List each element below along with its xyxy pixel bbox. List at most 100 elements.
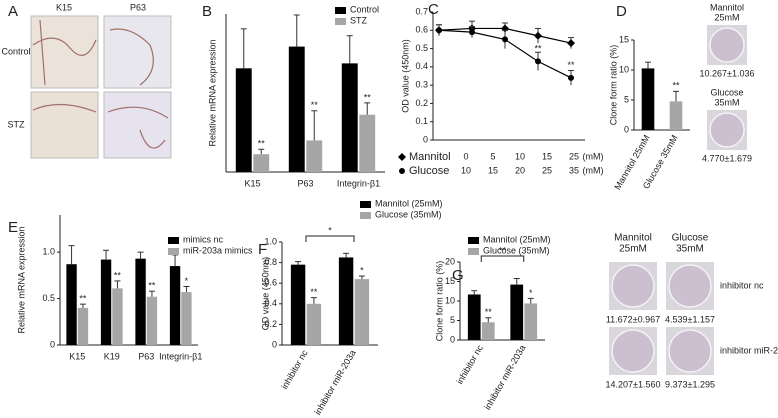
x-tick-label: 10 <box>515 151 525 161</box>
x-tick-label: inhibitor miR-203a <box>482 343 527 411</box>
y-tick-label: 0.2 <box>415 98 428 108</box>
x-tick-label: P63 <box>297 178 313 188</box>
x-tick-label: 15 <box>542 151 552 161</box>
x-tick-label: K19 <box>104 351 120 361</box>
y-tick-label: 20 <box>445 256 455 266</box>
significance: ** <box>79 294 87 304</box>
x-tick-label: inhibitor miR-203a <box>313 348 358 416</box>
y-tick-label: 1.0 <box>42 247 55 257</box>
significance: ** <box>534 44 542 54</box>
legend-marker <box>398 153 406 161</box>
panel-label: A <box>8 3 18 20</box>
y-tick-label: 0.1 <box>415 116 428 126</box>
legend-label: mimics nc <box>183 234 223 244</box>
panel-label: G <box>452 267 464 284</box>
bar <box>66 264 77 345</box>
bar <box>169 266 181 345</box>
bar <box>510 284 524 340</box>
x-tick-label: 10 <box>461 165 471 175</box>
marker <box>436 27 442 34</box>
y-tick-label: 0.6 <box>415 25 428 35</box>
micrograph <box>103 15 172 89</box>
bar <box>181 292 192 345</box>
y-tick-label: 0.4 <box>264 298 277 308</box>
y-axis-label: OD value (450nm) <box>400 39 410 113</box>
y-tick-label: 10 <box>619 64 629 74</box>
bar <box>481 322 495 340</box>
image-caption: 10.267±1.036 <box>700 68 755 78</box>
legend-label: Control <box>350 4 379 14</box>
micrograph <box>103 91 172 159</box>
y-axis-label: Clone form ratio (%) <box>434 261 444 342</box>
significance: ** <box>485 307 493 317</box>
image-title: Glucose <box>710 87 743 97</box>
image-title: 35mM <box>676 244 704 255</box>
y-tick-label: 0.2 <box>264 319 277 329</box>
image-title: 25mM <box>619 244 647 255</box>
bracket <box>305 235 355 242</box>
x-tick-label: inhibitor nc <box>455 343 486 386</box>
y-tick-label: 0 <box>272 339 277 349</box>
x-tick-label: Integrin-β1 <box>337 178 380 188</box>
y-tick-label: 0.3 <box>415 80 428 90</box>
image-title: 35mM <box>714 97 739 107</box>
micrograph <box>30 91 99 159</box>
culture-dish <box>709 112 745 148</box>
significance: ** <box>364 92 372 102</box>
bar <box>467 294 481 340</box>
image-title: Mannitol <box>710 2 744 12</box>
marker <box>535 58 541 65</box>
x-tick-label: 15 <box>488 165 498 175</box>
image-caption: 4.539±1.157 <box>665 314 715 324</box>
bar <box>77 307 89 345</box>
y-tick-label: 5 <box>624 94 629 104</box>
marker <box>534 31 542 40</box>
row-label: STZ <box>8 119 26 129</box>
legend-swatch <box>335 7 346 14</box>
bar <box>235 68 252 172</box>
legend-swatch <box>335 18 346 25</box>
culture-dish <box>611 329 655 373</box>
legend-swatch <box>168 248 179 255</box>
culture-dish <box>709 27 745 63</box>
bar <box>669 101 683 130</box>
panel-label: E <box>8 219 18 236</box>
y-tick-label: 0.5 <box>42 293 55 303</box>
marker <box>502 36 508 43</box>
culture-dish <box>668 329 712 373</box>
y-tick-label: 0 <box>423 134 428 144</box>
bar <box>306 140 323 172</box>
significance: ** <box>567 60 575 70</box>
y-axis-label: Relative mRNA expression <box>16 226 26 333</box>
panel-label: B <box>202 3 212 20</box>
y-tick-label: 0 <box>50 339 55 349</box>
tissue <box>32 19 169 149</box>
image-title: Glucose <box>672 233 709 244</box>
y-axis-label: Clone form ratio (%) <box>608 45 618 126</box>
bar <box>253 154 270 172</box>
significance: ** <box>672 81 680 91</box>
legend-swatch <box>168 237 179 244</box>
panel-label: D <box>616 3 627 20</box>
bracket-label: ** <box>499 245 507 255</box>
legend-label: Mannitol (25mM) <box>483 234 551 244</box>
y-axis-label: OD value (450nm) <box>260 257 270 331</box>
image-row-label: inhibitor nc <box>720 280 764 290</box>
bar <box>100 259 112 345</box>
significance: * <box>360 265 364 275</box>
bar <box>290 264 306 345</box>
bar <box>306 303 322 345</box>
x-unit: (mM) <box>583 151 604 161</box>
culture-dish <box>611 264 655 308</box>
bracket-label: * <box>328 225 332 235</box>
image-title: Mannitol <box>614 233 652 244</box>
y-tick-label: 1.0 <box>264 236 277 246</box>
bar <box>338 257 354 345</box>
y-tick-label: 0.7 <box>415 6 428 16</box>
bracket <box>480 255 525 262</box>
y-tick-label: 15 <box>445 276 455 286</box>
legend-marker <box>399 168 405 174</box>
culture-dish <box>668 264 712 308</box>
panel-a: A K15 P63 Control STZ <box>1 2 172 159</box>
